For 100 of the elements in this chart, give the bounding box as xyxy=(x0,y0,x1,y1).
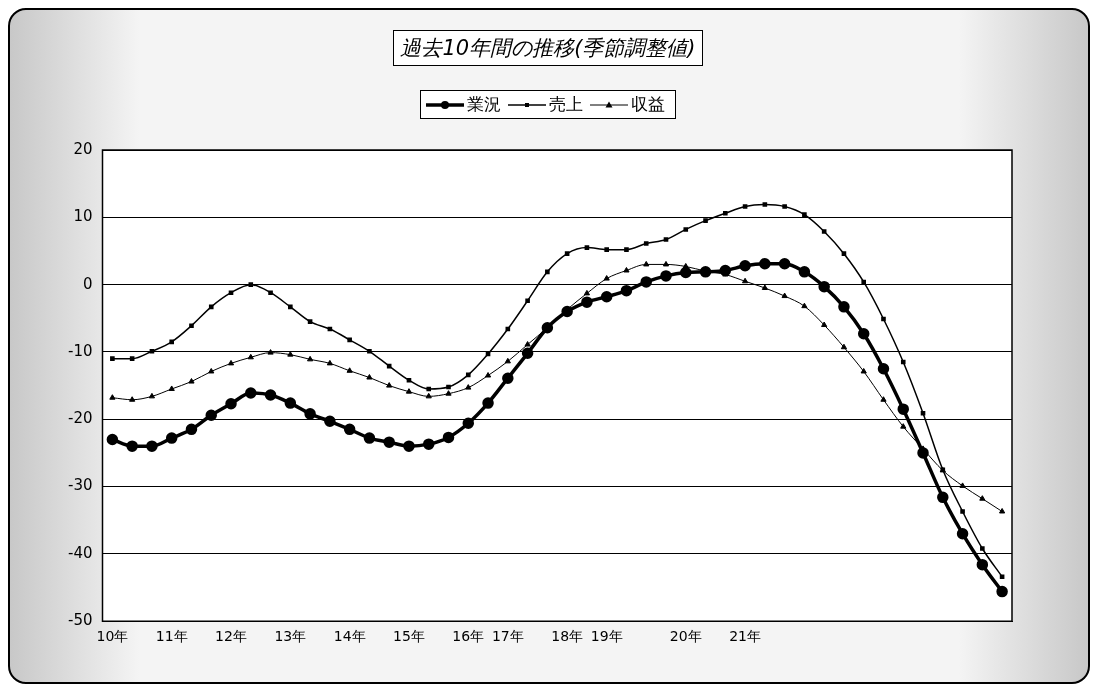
point xyxy=(818,280,830,293)
y-tick-label: 10 xyxy=(73,207,93,226)
point xyxy=(109,394,116,400)
y-tick-label: -30 xyxy=(68,476,93,495)
point xyxy=(600,291,613,303)
point xyxy=(343,423,356,436)
point xyxy=(110,356,115,361)
point xyxy=(346,367,353,373)
point xyxy=(821,321,828,328)
point xyxy=(347,337,352,343)
y-tick-label: 20 xyxy=(73,139,93,158)
point xyxy=(324,415,336,428)
point xyxy=(802,212,807,217)
point xyxy=(999,574,1005,580)
point xyxy=(782,204,787,209)
point xyxy=(937,491,949,504)
point xyxy=(663,237,669,242)
point xyxy=(264,389,277,401)
point xyxy=(640,276,652,288)
point xyxy=(307,319,313,324)
point xyxy=(165,432,178,444)
point xyxy=(465,384,472,390)
point xyxy=(917,447,929,459)
point xyxy=(288,304,293,310)
point xyxy=(881,316,886,322)
point xyxy=(284,397,297,409)
y-tick-label: -50 xyxy=(68,611,93,630)
point xyxy=(247,353,254,360)
point xyxy=(739,260,751,272)
point xyxy=(148,392,156,399)
point xyxy=(604,247,609,252)
x-tick-label: 10年 xyxy=(96,628,129,645)
point xyxy=(980,546,985,551)
point xyxy=(959,482,966,488)
y-tick-label: -40 xyxy=(68,543,93,562)
point xyxy=(861,279,867,285)
point xyxy=(525,298,530,304)
point xyxy=(979,495,986,501)
point xyxy=(643,241,649,246)
y-tick-label: 0 xyxy=(82,274,93,293)
x-tick-label: 16年 xyxy=(452,628,485,645)
point xyxy=(185,423,198,436)
point xyxy=(106,433,119,446)
point xyxy=(367,348,372,354)
point xyxy=(426,386,432,392)
point xyxy=(900,423,907,429)
x-tick-label: 13年 xyxy=(274,628,307,645)
point xyxy=(821,229,827,234)
x-tick-label: 17年 xyxy=(491,628,524,645)
point xyxy=(225,398,237,410)
point xyxy=(762,202,768,207)
point xyxy=(326,359,333,366)
point xyxy=(403,440,415,452)
point xyxy=(205,409,217,421)
x-tick-label: 11年 xyxy=(155,628,188,645)
point xyxy=(960,509,965,514)
point xyxy=(442,431,455,444)
point xyxy=(999,507,1006,514)
point xyxy=(465,372,471,378)
point xyxy=(840,343,848,350)
point xyxy=(502,372,514,384)
point xyxy=(759,258,771,270)
point xyxy=(406,377,412,383)
point xyxy=(996,585,1008,598)
point xyxy=(189,323,194,328)
point xyxy=(386,382,393,388)
x-tick-label: 14年 xyxy=(333,628,366,645)
point xyxy=(920,410,926,416)
point xyxy=(723,210,728,216)
point xyxy=(425,392,432,399)
chart-title: 過去10年間の推移(季節調整値) xyxy=(393,30,703,66)
point xyxy=(405,388,413,394)
point xyxy=(900,359,906,365)
point xyxy=(699,266,712,278)
point xyxy=(208,304,214,310)
point xyxy=(778,258,791,270)
x-tick-label: 15年 xyxy=(393,628,425,645)
point xyxy=(208,367,215,374)
point xyxy=(268,290,273,296)
x-tick-label: 21年 xyxy=(729,628,761,645)
legend-label: 収益 xyxy=(631,93,665,116)
point xyxy=(126,440,138,452)
point xyxy=(168,385,175,391)
point xyxy=(680,266,692,279)
point xyxy=(801,302,808,309)
x-tick-label: 19年 xyxy=(590,628,623,645)
point xyxy=(462,417,475,430)
point xyxy=(624,247,629,252)
y-tick-label: -20 xyxy=(68,409,93,428)
point xyxy=(504,357,511,364)
point xyxy=(228,290,234,296)
point xyxy=(564,251,570,256)
point xyxy=(976,558,989,571)
point xyxy=(248,282,254,287)
point xyxy=(781,292,788,299)
point xyxy=(422,438,435,450)
point xyxy=(880,396,887,402)
point xyxy=(484,372,492,378)
point xyxy=(545,269,550,275)
point xyxy=(860,367,867,374)
